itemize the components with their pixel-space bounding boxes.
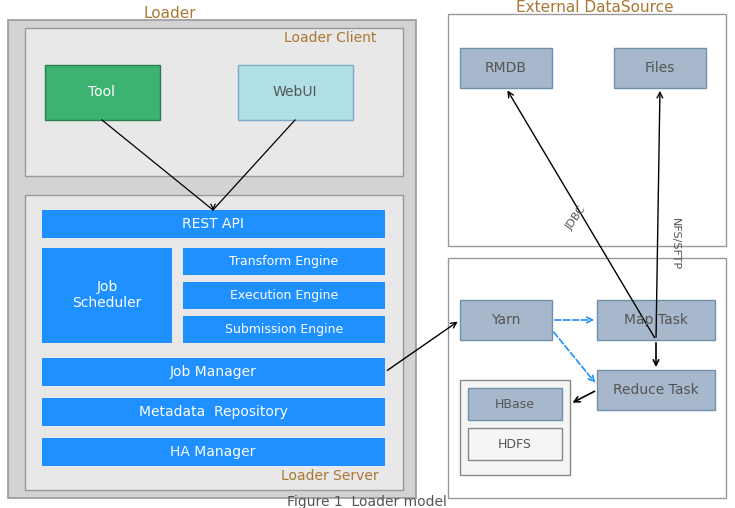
Text: Yarn: Yarn xyxy=(491,313,520,327)
Bar xyxy=(597,370,715,410)
Bar xyxy=(597,300,715,340)
Bar xyxy=(8,20,416,498)
Bar xyxy=(25,28,403,176)
Text: JDBC: JDBC xyxy=(564,204,588,232)
Bar xyxy=(448,14,726,246)
Text: Job
Scheduler: Job Scheduler xyxy=(72,280,142,310)
Text: NFS/SFTP: NFS/SFTP xyxy=(670,218,680,270)
Text: Transform Engine: Transform Engine xyxy=(229,255,339,268)
Text: Map Task: Map Task xyxy=(624,313,688,327)
Bar xyxy=(45,65,160,120)
Bar xyxy=(238,65,353,120)
Bar xyxy=(42,438,385,466)
Text: HA Manager: HA Manager xyxy=(171,445,256,459)
Bar xyxy=(448,258,726,498)
Bar xyxy=(460,48,552,88)
Bar xyxy=(460,380,570,475)
Bar xyxy=(42,210,385,238)
Text: External DataSource: External DataSource xyxy=(516,1,674,16)
Text: Submission Engine: Submission Engine xyxy=(225,323,343,335)
Text: HDFS: HDFS xyxy=(498,437,532,451)
Bar xyxy=(183,316,385,343)
Bar xyxy=(42,358,385,386)
Text: RMDB: RMDB xyxy=(485,61,527,75)
Text: Metadata  Repository: Metadata Repository xyxy=(139,405,287,419)
Text: HBase: HBase xyxy=(495,397,535,410)
Bar xyxy=(468,388,562,420)
Bar xyxy=(42,248,172,343)
Bar xyxy=(183,248,385,275)
Text: Figure 1  Loader model: Figure 1 Loader model xyxy=(287,495,447,508)
Text: Files: Files xyxy=(645,61,675,75)
Text: Loader Server: Loader Server xyxy=(282,469,379,483)
Bar xyxy=(614,48,706,88)
Text: Loader: Loader xyxy=(143,6,196,20)
Text: Reduce Task: Reduce Task xyxy=(613,383,699,397)
Text: Loader Client: Loader Client xyxy=(284,31,376,45)
Text: Job Manager: Job Manager xyxy=(170,365,257,379)
Bar xyxy=(25,195,403,490)
Bar xyxy=(183,282,385,309)
Text: Tool: Tool xyxy=(88,85,115,99)
Bar xyxy=(42,398,385,426)
Text: Execution Engine: Execution Engine xyxy=(230,289,338,302)
Bar xyxy=(460,300,552,340)
Text: REST API: REST API xyxy=(182,217,244,231)
Bar xyxy=(468,428,562,460)
Text: WebUI: WebUI xyxy=(273,85,318,99)
